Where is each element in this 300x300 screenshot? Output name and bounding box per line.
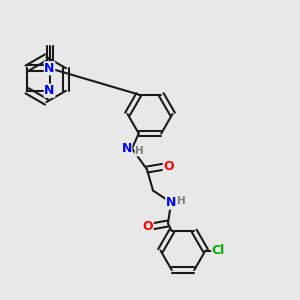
Text: O: O — [142, 220, 153, 233]
Text: N: N — [122, 142, 132, 155]
Text: O: O — [163, 160, 174, 173]
Text: N: N — [166, 196, 176, 209]
Text: N: N — [44, 84, 55, 97]
Text: H: H — [177, 196, 186, 206]
Text: H: H — [135, 146, 144, 156]
Text: Cl: Cl — [212, 244, 225, 257]
Text: N: N — [44, 62, 55, 75]
